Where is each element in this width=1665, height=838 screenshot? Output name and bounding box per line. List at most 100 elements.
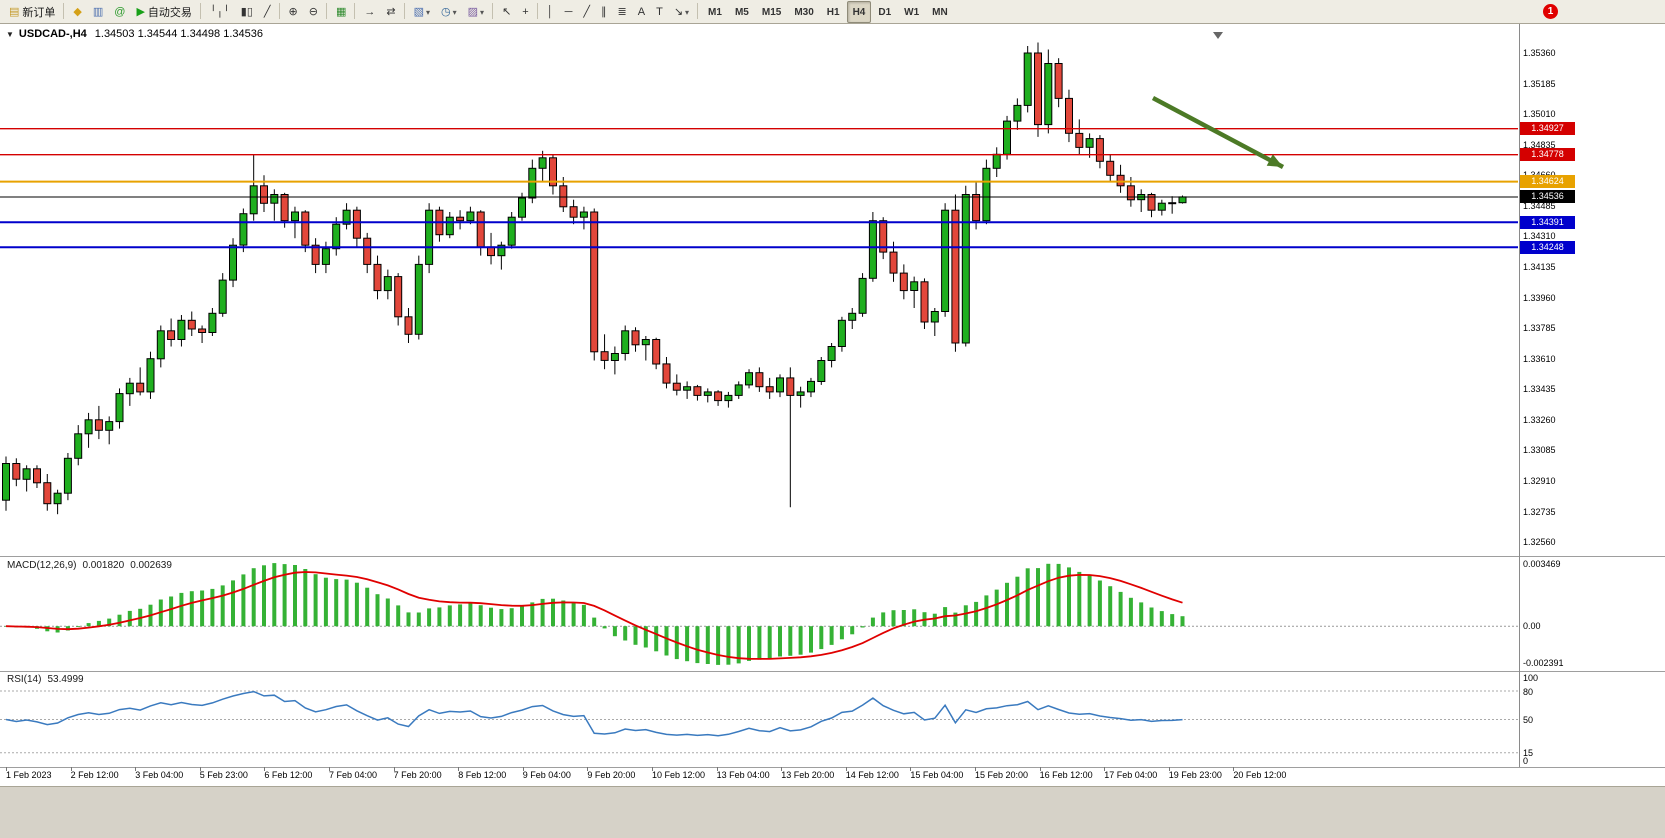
timeframe-h4-button[interactable]: H4 [847, 1, 872, 23]
price-level-tag[interactable]: 1.34391 [1520, 216, 1575, 229]
macd-axis-min: -0.002391 [1523, 658, 1564, 668]
time-axis-label: 8 Feb 12:00 [458, 770, 506, 780]
toolbar-separator [537, 3, 538, 19]
mql5-community-icon[interactable]: @ [109, 1, 130, 23]
zoom-out-icon[interactable]: ⊖ [304, 1, 323, 23]
price-level-tag[interactable]: 1.34624 [1520, 175, 1575, 188]
trendline-icon[interactable]: ╱ [578, 1, 595, 23]
rsi-axis-label: 0 [1523, 756, 1528, 766]
time-axis-label: 15 Feb 20:00 [975, 770, 1028, 780]
price-axis-label: 1.33435 [1523, 384, 1556, 394]
rsi-panel-canvas[interactable] [0, 672, 1518, 767]
price-axis-label: 1.33960 [1523, 293, 1556, 303]
timeframe-h1-button[interactable]: H1 [821, 1, 846, 23]
candlestick-chart-icon[interactable]: ▮▯ [236, 1, 258, 23]
periods-button[interactable]: ◷▾ [436, 1, 462, 23]
dropdown-arrow-icon: ▾ [453, 8, 457, 17]
price-axis-label: 1.33785 [1523, 323, 1556, 333]
new-chart-button[interactable]: ▧▾ [409, 1, 435, 23]
price-axis-label: 1.33610 [1523, 354, 1556, 364]
rsi-axis-label: 80 [1523, 687, 1533, 697]
symbol-period-label: USDCAD-,H4 [19, 28, 87, 40]
crosshair-icon[interactable]: + [517, 1, 533, 23]
time-axis-label: 2 Feb 12:00 [71, 770, 119, 780]
timeframe-m30-button[interactable]: M30 [788, 1, 819, 23]
time-axis-label: 10 Feb 12:00 [652, 770, 705, 780]
expand-arrow-icon[interactable]: ▼ [6, 30, 14, 39]
horizontal-line-icon[interactable]: ─ [560, 1, 578, 23]
vertical-line-icon[interactable]: │ [542, 1, 559, 23]
toolbar-separator [63, 3, 64, 19]
text-label-icon[interactable]: T [651, 1, 668, 23]
timeframe-m5-button[interactable]: M5 [729, 1, 755, 23]
toolbar-separator [492, 3, 493, 19]
zoom-in-icon[interactable]: ⊕ [284, 1, 303, 23]
macd-panel-canvas[interactable] [0, 557, 1518, 671]
time-axis-label: 13 Feb 20:00 [781, 770, 834, 780]
navigator-icon[interactable]: ▥ [88, 1, 108, 23]
bars-chart-icon[interactable]: ╵╷╵ [205, 1, 235, 23]
trendline-icon: ╱ [583, 7, 590, 18]
tile-windows-icon[interactable]: ▦ [331, 1, 351, 23]
toolbar-separator [354, 3, 355, 19]
time-axis-label: 17 Feb 04:00 [1104, 770, 1157, 780]
price-level-tag[interactable]: 1.34927 [1520, 122, 1575, 135]
fibonacci-icon: ≣ [618, 7, 627, 18]
time-axis-label: 15 Feb 04:00 [910, 770, 963, 780]
cursor-icon[interactable]: ↖ [497, 1, 516, 23]
new-order-button[interactable]: ▤新订单 [4, 1, 60, 23]
text-icon: A [638, 7, 645, 18]
equidistant-channel-icon[interactable]: ∥ [596, 1, 612, 23]
vertical-line-icon: │ [547, 7, 554, 18]
chart-area[interactable]: ▼USDCAD-,H41.34503 1.34544 1.34498 1.345… [0, 24, 1665, 786]
chart-shift-icon: ⇄ [386, 7, 395, 18]
timeframe-m15-button[interactable]: M15 [756, 1, 787, 23]
price-level-tag[interactable]: 1.34248 [1520, 241, 1575, 254]
bars-chart-icon: ╵╷╵ [210, 7, 230, 18]
autotrading-button-label: 自动交易 [148, 4, 192, 20]
mt4-window: ▤新订单◆▥@▶自动交易╵╷╵▮▯╱⊕⊖▦→⇄▧▾◷▾▨▾↖+│─╱∥≣AT↘▾… [0, 0, 1665, 838]
time-axis-label: 1 Feb 2023 [6, 770, 52, 780]
time-axis-label: 9 Feb 20:00 [587, 770, 635, 780]
price-level-tag[interactable]: 1.34778 [1520, 148, 1575, 161]
price-axis-label: 1.32560 [1523, 537, 1556, 547]
text-icon[interactable]: A [633, 1, 650, 23]
line-chart-icon[interactable]: ╱ [259, 1, 276, 23]
arrows-button[interactable]: ↘▾ [669, 1, 694, 23]
new-order-icon: ▤ [9, 7, 19, 18]
templates-button: ▨ [468, 7, 478, 18]
toolbar-separator [326, 3, 327, 19]
templates-button[interactable]: ▨▾ [463, 1, 489, 23]
market-watch-icon: ◆ [73, 7, 81, 18]
main-chart-canvas[interactable] [0, 24, 1518, 556]
price-level-tag[interactable]: 1.34536 [1520, 190, 1575, 203]
toolbar-separator [404, 3, 405, 19]
autotrading-icon: ▶ [136, 7, 144, 18]
macd-axis-max: 0.003469 [1523, 559, 1561, 569]
toolbar-separator [279, 3, 280, 19]
fibonacci-icon[interactable]: ≣ [613, 1, 632, 23]
price-axis-label: 1.32910 [1523, 476, 1556, 486]
timeframe-w1-button[interactable]: W1 [898, 1, 925, 23]
autotrading-button[interactable]: ▶ 自动交易 [131, 1, 196, 23]
timeframe-m1-button[interactable]: M1 [702, 1, 728, 23]
tile-windows-icon: ▦ [336, 7, 346, 18]
market-watch-icon[interactable]: ◆ [68, 1, 86, 23]
time-axis-label: 3 Feb 04:00 [135, 770, 183, 780]
price-axis-label: 1.35185 [1523, 79, 1556, 89]
chart-shift-icon[interactable]: ⇄ [381, 1, 400, 23]
line-chart-icon: ╱ [264, 7, 271, 18]
trend-arrow-annotation[interactable] [1153, 98, 1283, 167]
rsi-axis-label: 100 [1523, 673, 1538, 683]
timeframe-d1-button[interactable]: D1 [872, 1, 897, 23]
macd-axis-zero: 0.00 [1523, 621, 1541, 631]
price-axis-label: 1.32735 [1523, 507, 1556, 517]
equidistant-channel-icon: ∥ [601, 7, 607, 18]
chart-shift-marker[interactable] [1213, 32, 1223, 39]
notification-badge[interactable]: 1 [1543, 4, 1558, 19]
time-axis-label: 6 Feb 12:00 [264, 770, 312, 780]
auto-scroll-icon[interactable]: → [359, 1, 380, 23]
arrows-button: ↘ [674, 7, 683, 18]
timeframe-mn-button[interactable]: MN [926, 1, 954, 23]
time-axis-label: 19 Feb 23:00 [1169, 770, 1222, 780]
